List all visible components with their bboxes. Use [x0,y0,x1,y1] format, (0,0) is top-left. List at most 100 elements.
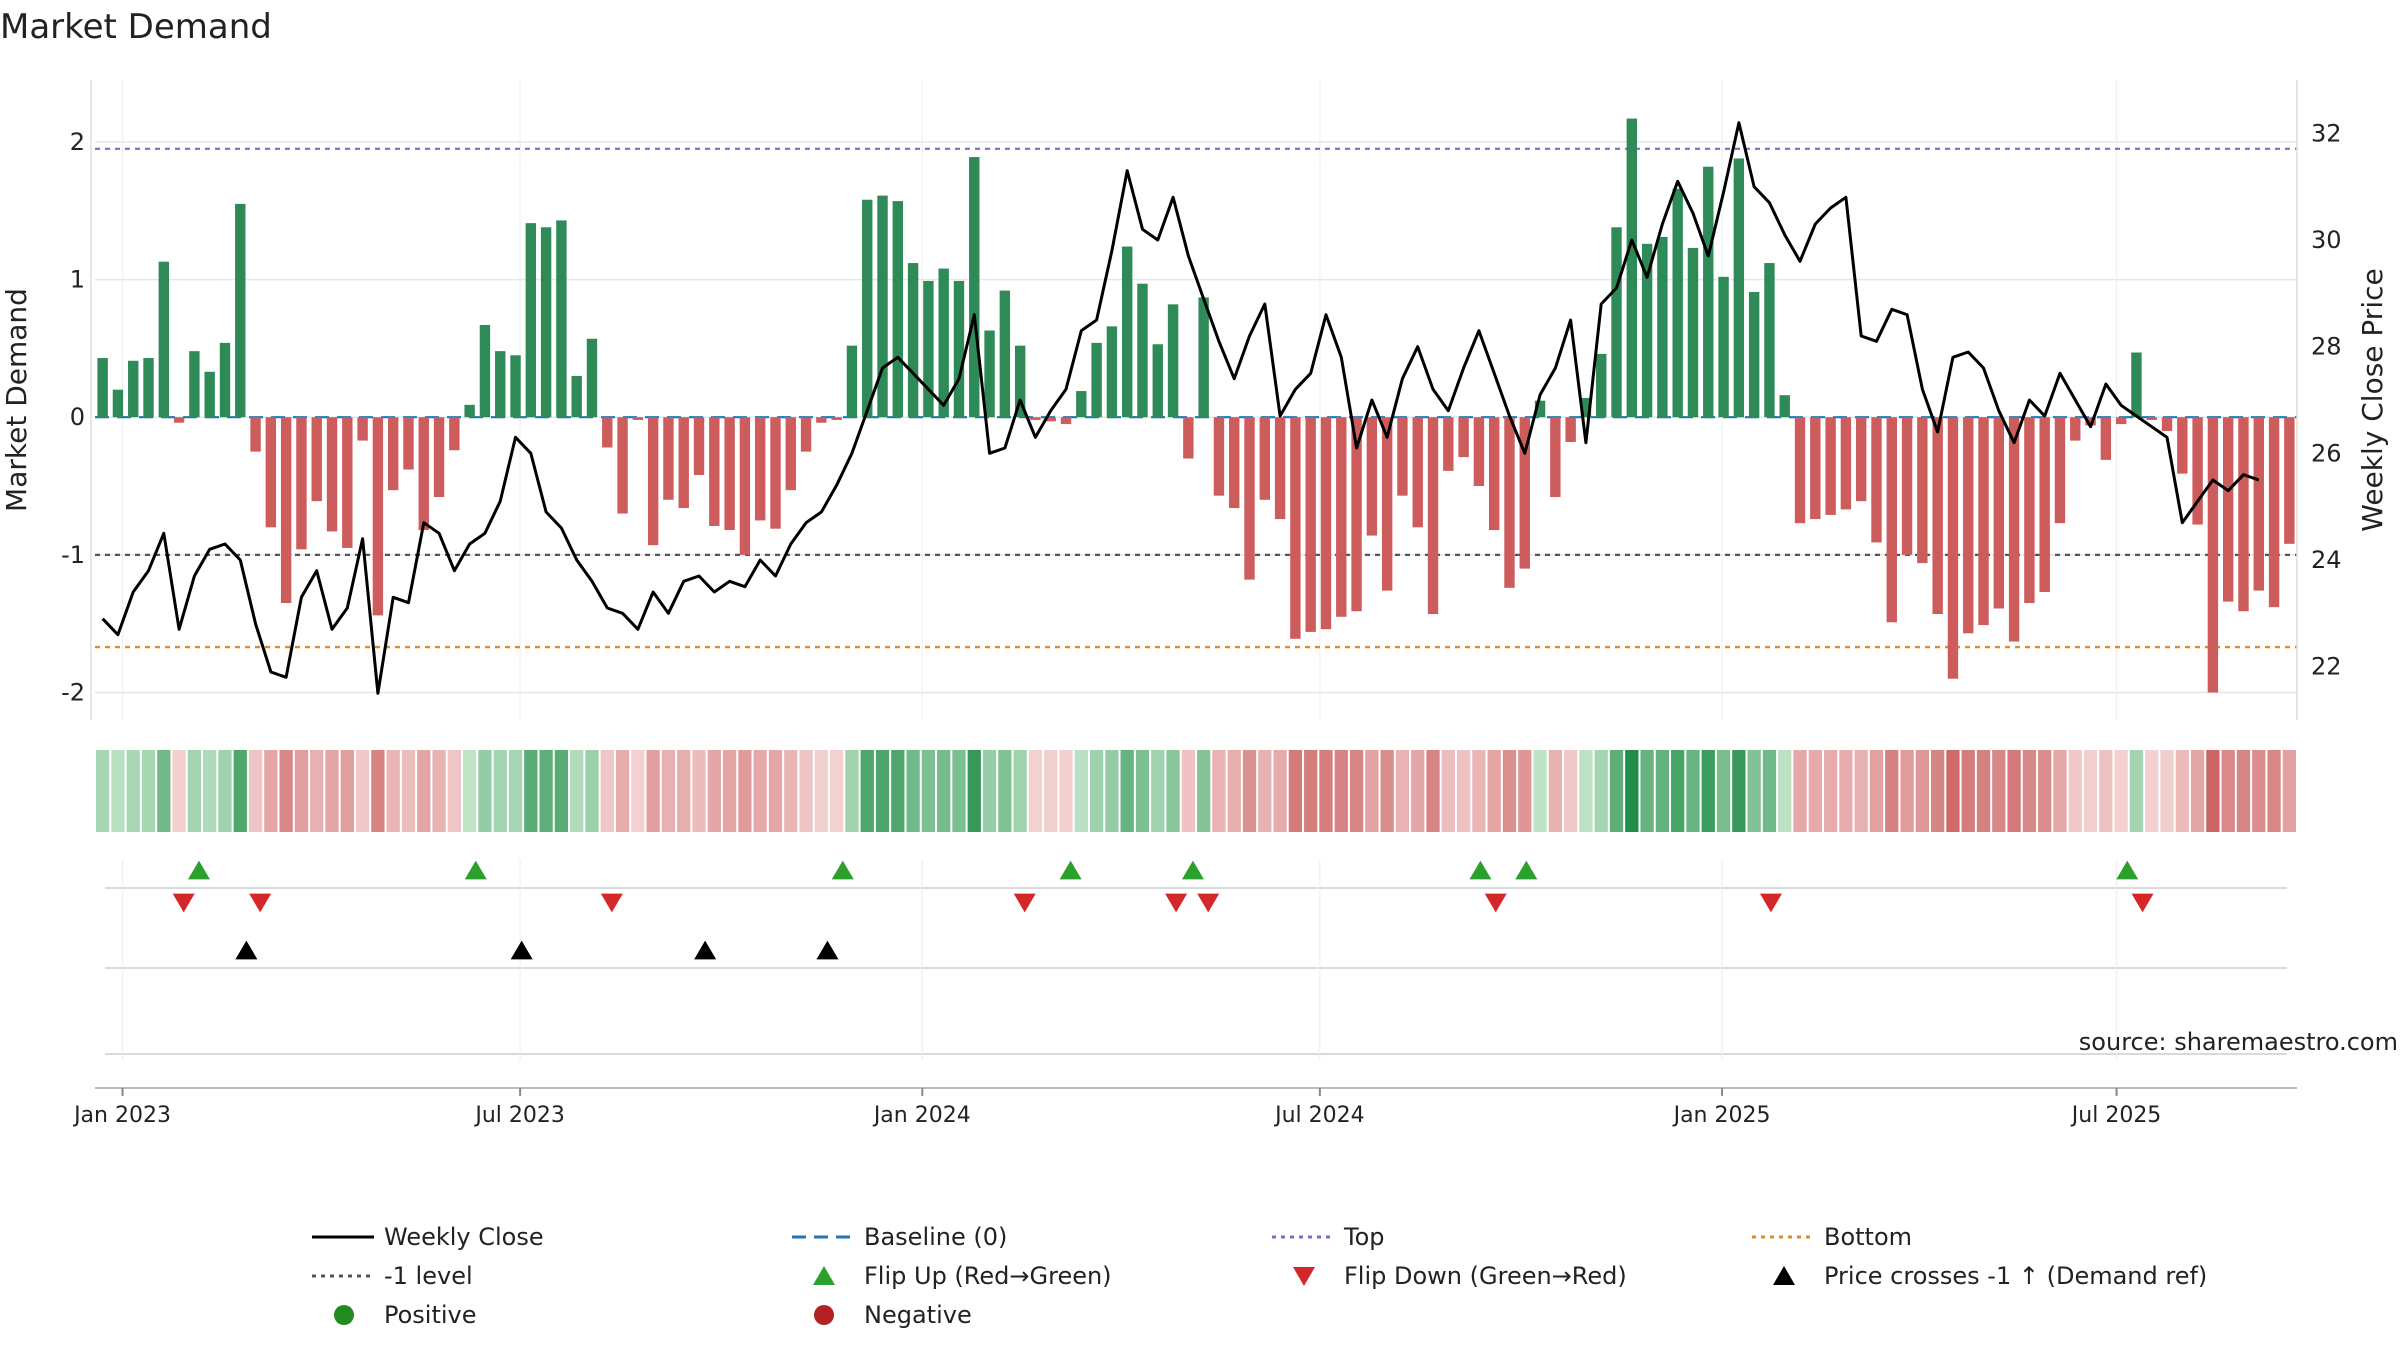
heat-strip-cell [1426,750,1440,832]
y-tick-label: 2 [70,128,85,156]
demand-bar-negative [709,417,720,526]
y2-tick-label: 30 [2311,226,2342,254]
flip-down-marker [600,893,623,913]
legend-item-negative[interactable]: Negative [814,1301,972,1329]
legend-item-positive[interactable]: Positive [334,1301,477,1329]
demand-bar-negative [1519,417,1530,569]
heat-strip-cell [2083,750,2098,832]
y2-tick-label: 28 [2311,333,2342,361]
demand-bar-negative [1963,417,1974,634]
y-tick-label: -1 [61,541,85,569]
demand-bar-negative [1488,417,1500,531]
heat-strip-cell [141,750,156,832]
heat-strip-cell [508,750,523,832]
legend-label: Negative [864,1301,972,1329]
demand-bar-positive [235,203,246,418]
legend-item-baseline[interactable]: Baseline (0) [792,1223,1007,1251]
demand-bar-negative [754,417,766,521]
demand-bar-negative [326,417,338,532]
legend-label: -1 level [384,1262,473,1290]
demand-bar-positive [1596,353,1607,418]
legend-item-flip_up[interactable]: Flip Up (Red→Green) [813,1262,1112,1290]
heat-strip-cell [1242,750,1257,832]
legend-label: Positive [384,1301,477,1329]
demand-bar-negative [1932,417,1943,615]
weekly-close-polyline [101,121,2260,695]
heat-strip-cell [2175,750,2189,832]
demand-bar-negative [1274,417,1286,520]
demand-bar-negative [1366,417,1378,536]
legend-swatch-triangle-up [1773,1266,1795,1285]
flip-up-marker [187,860,210,880]
heat-strip-cell [1640,750,1654,832]
heat-strip-cell [1151,750,1165,832]
demand-bar-negative [1229,417,1240,509]
demand-bar-positive [1076,391,1087,418]
demand-bar-negative [2115,417,2127,425]
demand-bar-positive [219,342,231,418]
heat-strip [96,750,2296,832]
flip-up-marker [2116,860,2139,880]
demand-bar-negative [1917,417,1928,564]
demand-bar-positive [1779,395,1790,418]
demand-bar-negative [1901,417,1913,555]
demand-bar-negative [1840,417,1852,510]
heat-strip-cell [1915,750,1929,832]
heat-strip-cell [1411,750,1425,832]
demand-bar-negative [739,417,751,555]
heat-strip-cell [355,750,370,832]
demand-bar-positive [892,201,904,418]
demand-bar-positive [1198,297,1209,418]
heat-strip-cell [2252,750,2266,832]
flip-up-marker [831,860,854,880]
x-tick-label: Jan 2023 [72,1103,171,1128]
demand-bar-negative [800,417,812,452]
y-tick-label: 0 [70,403,85,431]
heat-strip-cell [937,750,951,832]
legend-label: Price crosses -1 ↑ (Demand ref) [1824,1262,2207,1290]
demand-bar-negative [831,417,842,420]
heat-strip-cell [248,750,263,832]
demand-bar-positive [1748,291,1760,418]
legend-item-weekly_close[interactable]: Weekly Close [312,1223,544,1251]
heat-strip-cell [1808,750,1822,832]
heat-strip-cell [2282,750,2296,832]
legend-item-minus_one[interactable]: -1 level [312,1262,473,1290]
demand-bar-positive [510,355,521,418]
flip-up-marker [1059,860,1082,880]
demand-bar-negative [1060,417,1072,425]
demand-bar-negative [418,417,429,531]
demand-bar-negative [1351,417,1362,612]
legend-item-flip_down[interactable]: Flip Down (Green→Red) [1293,1262,1627,1290]
demand-bar-positive [846,345,858,418]
heat-strip-cell [1518,750,1532,832]
legend-item-bottom[interactable]: Bottom [1752,1223,1912,1251]
demand-bar-negative [1244,417,1255,580]
heat-strip-cell [875,750,890,832]
heat-strip-cell [615,750,630,832]
legend-item-top[interactable]: Top [1272,1223,1385,1251]
legend-item-price_cross[interactable]: Price crosses -1 ↑ (Demand ref) [1773,1262,2207,1290]
heat-strip-cell [1885,750,1899,832]
heat-strip-cell [2267,750,2281,832]
legend-label: Bottom [1824,1223,1912,1251]
heat-strip-cell [1365,750,1379,832]
heat-strip-cell [2053,750,2067,832]
heat-strip-cell [126,750,140,832]
demand-bar-negative [663,417,674,500]
heat-strip-cell [157,750,171,832]
heat-strip-cell [1564,750,1578,832]
heat-strip-cell [1671,750,1685,832]
heat-strip-cell [768,750,783,832]
flip-up-marker [464,860,487,880]
heat-strip-cell [2221,750,2235,832]
demand-bar-negative [1183,417,1194,459]
legend-swatch-circle [334,1305,354,1325]
heat-strip-cell [2099,750,2113,832]
heat-strip-cell [463,750,477,832]
demand-bar-negative [1336,417,1347,617]
demand-bar-positive [877,195,888,418]
demand-bar-negative [1213,417,1225,496]
flip-up-marker [1181,860,1204,880]
